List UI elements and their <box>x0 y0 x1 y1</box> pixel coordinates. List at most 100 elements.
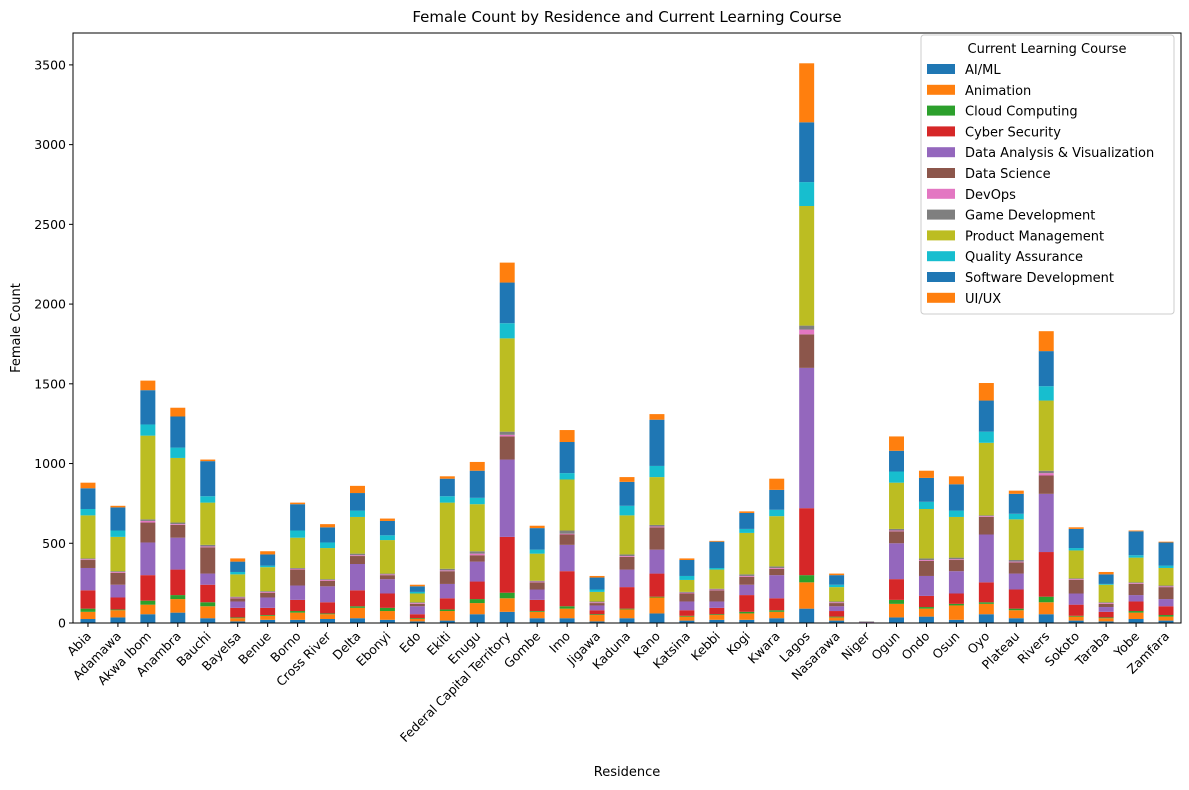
bar-segment-quality-assurance <box>499 323 515 339</box>
bar-segment-animation <box>170 599 186 613</box>
bar-segment-ui-ux <box>499 262 515 283</box>
bar-segment-devops <box>679 592 695 594</box>
y-tick-label: 1500 <box>34 376 66 391</box>
bar-segment-software-development <box>350 493 365 511</box>
bar-segment-cyber-security <box>320 602 336 614</box>
bar-segment-data-analysis-visualization <box>1098 607 1114 612</box>
bar-segment-animation <box>110 610 126 618</box>
bar-segment-product-management <box>320 548 336 580</box>
bar-segment-ui-ux <box>230 558 246 562</box>
bar-segment-software-development <box>889 450 904 472</box>
bar-segment-devops <box>589 602 605 604</box>
bar-segment-ui-ux <box>439 476 455 479</box>
bar-segment-devops <box>529 581 545 583</box>
bar-segment-software-development <box>709 541 725 568</box>
legend-label: Cyber Security <box>965 125 1061 140</box>
bar-segment-animation <box>918 608 934 617</box>
bar-segment-quality-assurance <box>1038 386 1054 401</box>
legend-label: DevOps <box>965 188 1016 203</box>
bar-segment-data-science <box>230 598 246 602</box>
bar-segment-devops <box>1128 583 1144 584</box>
bar-segment-data-analysis-visualization <box>889 543 904 580</box>
bar-segment-cyber-security <box>110 597 126 610</box>
bar-segment-game-development <box>290 567 306 569</box>
bar-segment-cloud-computing <box>1158 615 1174 617</box>
bar-segment-game-development <box>1068 578 1084 580</box>
bar-segment-cloud-computing <box>469 599 485 604</box>
bar-segment-quality-assurance <box>918 501 934 509</box>
bar-segment-animation <box>829 617 845 621</box>
bar-segment-cyber-security <box>1038 552 1054 597</box>
bar-segment-game-development <box>409 602 425 604</box>
bar-segment-cyber-security <box>409 614 425 619</box>
bar-segment-devops <box>889 530 904 532</box>
bar-segment-quality-assurance <box>1158 565 1174 568</box>
bar-segment-product-management <box>739 532 755 575</box>
legend-swatch <box>927 84 955 95</box>
bar-segment-product-management <box>889 482 904 529</box>
legend-swatch <box>927 168 955 178</box>
legend-swatch <box>927 292 955 303</box>
bar-segment-data-analysis-visualization <box>769 575 785 599</box>
bar-segment-devops <box>829 602 845 604</box>
bar-segment-game-development <box>829 601 845 603</box>
bar-segment-devops <box>320 579 336 581</box>
bar-segment-data-science <box>649 527 665 550</box>
bar-segment-product-management <box>709 569 725 589</box>
bar-segment-cloud-computing <box>709 614 725 616</box>
y-tick-label: 3000 <box>34 137 66 152</box>
bar-segment-animation <box>499 598 515 612</box>
x-tick-label: Niger <box>838 628 873 663</box>
bar-segment-devops <box>559 533 575 535</box>
y-axis: 0 500 1000 1500 2000 2500 3000 3500 <box>34 57 73 631</box>
bar-segment-product-management <box>948 516 964 558</box>
bar-segment-cyber-security <box>589 610 605 615</box>
x-tick-label: Ogun <box>868 629 902 663</box>
bar-segment-data-science <box>409 603 425 607</box>
bar-segment-quality-assurance <box>619 505 635 516</box>
bar-segment-ai-ml <box>918 616 934 623</box>
bar-segment-ui-ux <box>200 459 216 462</box>
bar-segment-software-development <box>769 489 785 510</box>
bar-segment-quality-assurance <box>559 473 575 480</box>
bar-segment-data-analysis-visualization <box>1128 595 1144 602</box>
bar-segment-ui-ux <box>589 575 605 578</box>
bar-segment-product-management <box>1038 400 1054 471</box>
bar-segment-quality-assurance <box>170 447 186 458</box>
bar-segment-quality-assurance <box>439 496 455 503</box>
bar-segment-data-science <box>140 522 156 543</box>
bar-segment-devops <box>379 574 395 576</box>
bar-segment-ui-ux <box>559 430 575 443</box>
bar-segment-software-development <box>799 122 815 183</box>
bar-segment-ai-ml <box>1128 619 1144 623</box>
bar-segment-animation <box>529 611 545 619</box>
bar-segment-cloud-computing <box>948 603 964 606</box>
bar-segment-cloud-computing <box>649 596 665 598</box>
legend-swatch <box>927 251 955 262</box>
bar-segment-quality-assurance <box>140 424 156 436</box>
bar-segment-cloud-computing <box>439 609 455 612</box>
bar-segment-cloud-computing <box>379 607 395 612</box>
legend-swatch <box>927 105 955 116</box>
bar-segment-quality-assurance <box>709 567 725 570</box>
y-tick-label: 1000 <box>34 456 66 471</box>
bar-segment-game-development <box>1158 585 1174 587</box>
bar-segment-cloud-computing <box>499 592 515 599</box>
bar-segment-data-science <box>1158 587 1174 600</box>
bar-segment-cloud-computing <box>320 613 336 615</box>
y-axis-title: Female Count <box>9 283 24 373</box>
bar-segment-product-management <box>110 536 126 572</box>
bar-segment-software-development <box>1068 528 1084 549</box>
bar-segment-cloud-computing <box>200 602 216 607</box>
bar-segment-data-science <box>918 560 934 576</box>
bar-segment-animation <box>709 615 725 620</box>
bar-segment-animation <box>140 604 156 615</box>
bar-segment-data-science <box>110 572 126 585</box>
bar-segment-cyber-security <box>739 595 755 612</box>
bar-segment-cloud-computing <box>829 616 845 618</box>
legend-swatch <box>927 272 955 282</box>
bar-segment-ai-ml <box>140 614 156 623</box>
bar-segment-devops <box>769 567 785 569</box>
bar-segment-ai-ml <box>739 619 755 623</box>
bar-segment-software-development <box>439 478 455 497</box>
